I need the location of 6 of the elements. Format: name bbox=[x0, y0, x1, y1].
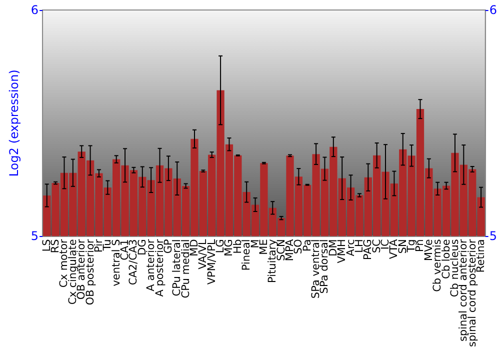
x-tick-label: A posterior bbox=[154, 238, 166, 297]
x-tick-label: OB posterior bbox=[84, 238, 96, 306]
x-tick-label: Tg bbox=[406, 239, 418, 254]
y2-tick-label: 5 bbox=[489, 229, 498, 244]
y-axis-title: Log2 (expression) bbox=[7, 70, 21, 177]
y2-tick-label: 6 bbox=[489, 3, 498, 17]
